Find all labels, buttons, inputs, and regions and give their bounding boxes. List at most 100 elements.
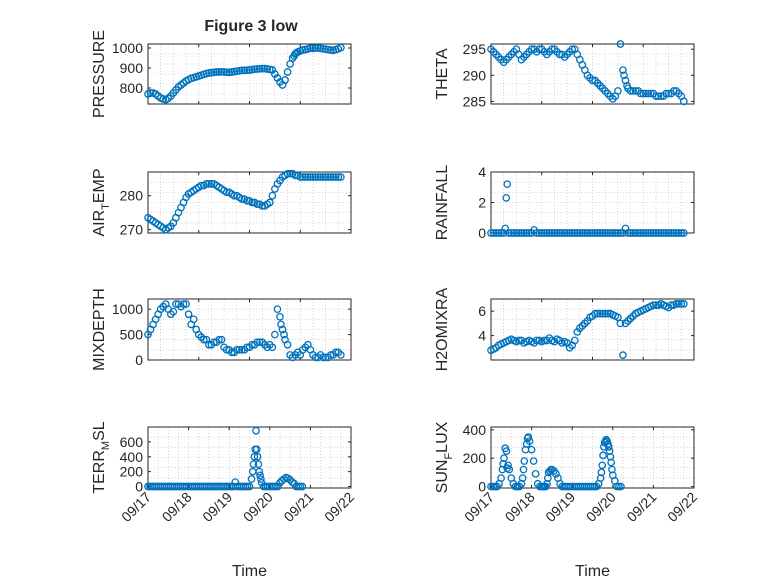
data-point <box>641 89 650 98</box>
data-point <box>667 229 676 237</box>
data-point <box>182 300 190 308</box>
data-point <box>662 229 670 237</box>
axes-2: 285 290 295 THETA <box>434 40 695 109</box>
series-markers <box>144 426 307 491</box>
data-point <box>644 229 653 237</box>
data-point <box>581 229 589 237</box>
grid <box>491 427 694 488</box>
data-point <box>596 229 604 237</box>
series-markers <box>487 433 625 491</box>
data-point <box>245 482 254 491</box>
data-point <box>298 173 307 181</box>
data-point <box>672 300 681 308</box>
y-axis-label: AIRTEMP <box>91 168 112 236</box>
grid <box>148 427 351 488</box>
figure-title: Figure 3 low <box>204 18 298 35</box>
data-point <box>617 482 625 491</box>
data-point <box>487 229 495 237</box>
data-point <box>598 461 607 470</box>
y-axis-label: MIXDEPTH <box>91 288 108 371</box>
data-point <box>563 229 571 237</box>
data-point <box>249 460 258 469</box>
data-point <box>532 229 541 237</box>
data-point <box>515 229 523 237</box>
data-point <box>542 229 551 237</box>
data-point <box>232 345 241 354</box>
data-point <box>497 474 505 482</box>
data-point <box>217 335 226 344</box>
data-point <box>588 229 597 237</box>
series-markers <box>487 40 688 106</box>
data-point <box>596 309 604 318</box>
data-point <box>644 89 653 98</box>
data-point <box>614 87 622 95</box>
y-tick-label: 4 <box>478 164 486 180</box>
data-point <box>652 301 660 309</box>
data-point <box>531 469 540 478</box>
axes-6: 4 6 H2OMIXRA <box>434 287 695 371</box>
data-point <box>546 467 554 475</box>
data-point <box>292 49 301 57</box>
data-point <box>281 76 289 84</box>
data-point <box>311 173 320 181</box>
x-axis-label: Time <box>575 563 610 580</box>
data-point <box>578 229 587 237</box>
data-point <box>255 467 264 476</box>
data-point <box>231 478 240 486</box>
data-point <box>597 468 606 477</box>
data-point <box>614 229 622 237</box>
data-point <box>558 229 566 237</box>
data-point <box>215 335 223 344</box>
data-point <box>601 229 610 237</box>
data-point <box>586 229 594 237</box>
data-point <box>504 229 513 237</box>
data-point <box>499 229 508 237</box>
y-tick-label: 200 <box>120 464 144 480</box>
data-point <box>220 68 228 76</box>
data-point <box>535 229 544 237</box>
data-point <box>199 335 208 344</box>
data-point <box>552 469 560 478</box>
data-point <box>641 229 650 237</box>
data-point <box>238 66 246 75</box>
data-point <box>611 229 620 237</box>
data-point <box>268 343 277 352</box>
y-tick-label: 900 <box>120 60 144 76</box>
data-point <box>548 465 556 474</box>
data-point <box>169 307 178 316</box>
data-point <box>565 229 574 237</box>
data-point <box>222 188 231 197</box>
data-point <box>540 229 549 237</box>
data-point <box>568 45 577 54</box>
data-point <box>560 229 569 237</box>
data-point <box>679 97 688 106</box>
data-point <box>553 229 561 237</box>
data-point <box>497 229 505 237</box>
data-point <box>273 305 282 314</box>
y-tick-label: 0 <box>135 352 143 368</box>
data-point <box>570 336 579 345</box>
y-tick-label: 270 <box>120 222 144 238</box>
grid <box>491 172 694 233</box>
data-point <box>583 229 592 237</box>
series-markers <box>487 180 688 237</box>
data-point <box>532 336 541 345</box>
data-point <box>257 475 265 483</box>
data-point <box>492 229 500 237</box>
data-point <box>255 64 264 73</box>
data-point <box>248 198 256 207</box>
data-point <box>280 330 288 339</box>
data-point <box>657 229 665 237</box>
data-point <box>247 475 256 483</box>
data-point <box>504 461 512 470</box>
data-point <box>202 180 211 188</box>
data-point <box>512 229 521 237</box>
data-point <box>548 229 556 237</box>
data-point <box>524 433 533 441</box>
data-point <box>243 196 251 205</box>
data-point <box>573 229 582 237</box>
data-point <box>502 447 511 455</box>
grid <box>148 299 351 360</box>
y-axis-label: TERRMSL <box>91 421 112 493</box>
data-point <box>667 301 676 309</box>
